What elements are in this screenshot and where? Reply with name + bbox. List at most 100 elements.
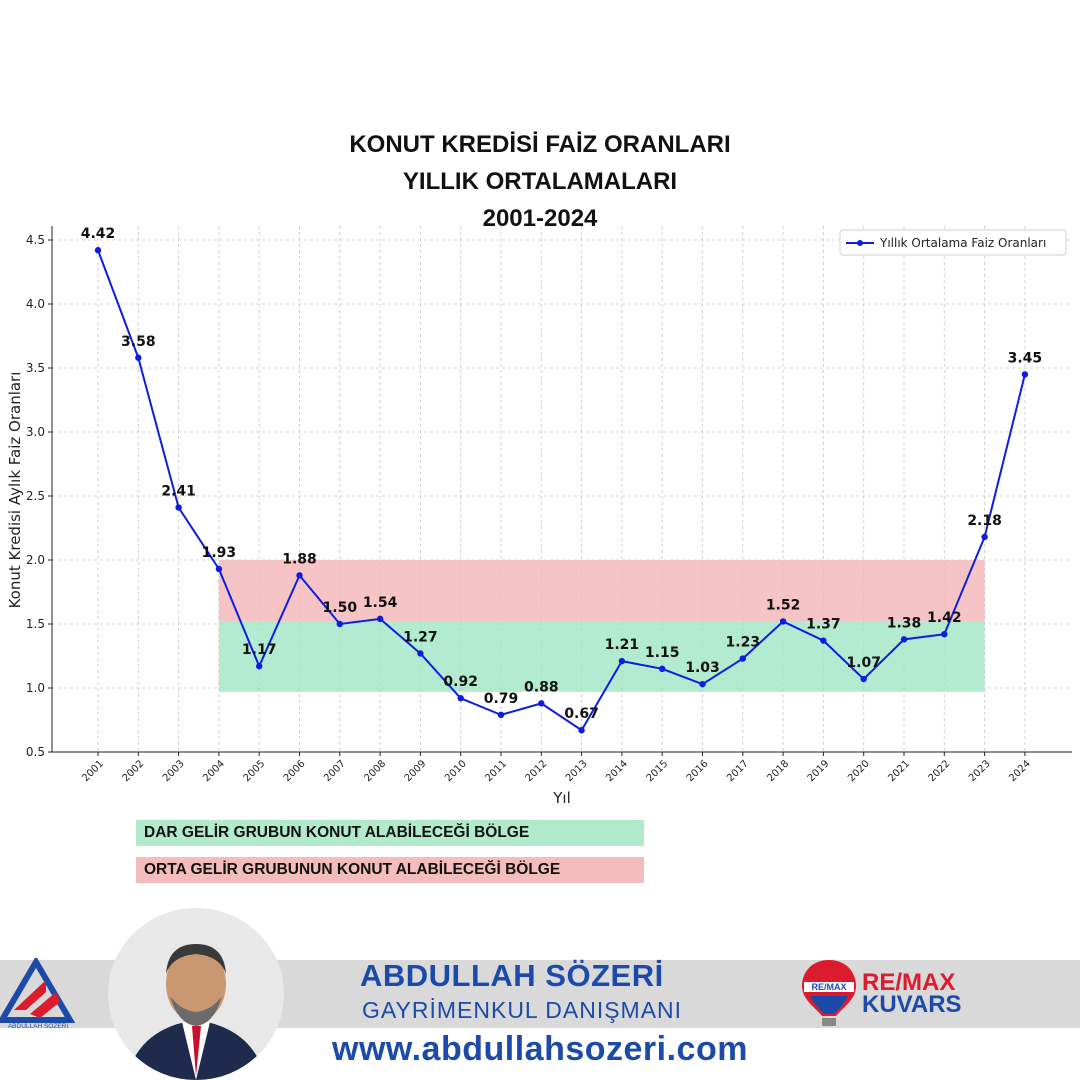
data-label: 1.17: [242, 642, 277, 658]
data-point: [457, 695, 464, 702]
data-label: 1.21: [605, 637, 640, 653]
x-tick-label: 2003: [161, 758, 187, 784]
data-label: 0.92: [443, 674, 478, 690]
legend-frame: [839, 229, 1067, 256]
advisor-job-title: GAYRİMENKUL DANIŞMANI: [362, 997, 683, 1023]
data-point: [417, 650, 424, 657]
data-point: [981, 533, 988, 541]
svg-text:ABDULLAH SÖZERİ: ABDULLAH SÖZERİ: [8, 1021, 69, 1030]
website-link[interactable]: www.abdullahsozeri.com: [332, 1030, 748, 1068]
x-tick-label: 2007: [322, 758, 348, 784]
y-tick-label: 4.5: [26, 233, 45, 247]
x-tick-label: 2024: [1007, 758, 1033, 784]
data-label: 1.37: [806, 617, 841, 633]
data-label: 1.54: [363, 595, 398, 611]
x-tick-label: 2022: [927, 758, 953, 784]
data-point: [175, 504, 182, 511]
chart-title: KONUT KREDİSİ FAİZ ORANLARI YILLIK ORTAL…: [0, 126, 1080, 237]
data-label: 1.27: [403, 629, 438, 645]
x-tick-label: 2021: [886, 758, 912, 784]
data-labels: 4.42 3.58 2.41 1.93 1.17 1.88 1.50 1.54 1.27 0.92…: [81, 226, 1042, 722]
x-tick-label: 2004: [201, 758, 227, 784]
data-label: 1.50: [323, 600, 358, 616]
title-line-1: KONUT KREDİSİ FAİZ ORANLARI: [349, 131, 731, 158]
x-tick-label: 2015: [645, 758, 671, 784]
x-tick-label: 2001: [80, 758, 106, 784]
legend: Yıllık Ortalama Faiz Oranları: [839, 229, 1067, 256]
red-band: [218, 560, 985, 622]
data-point: [497, 711, 505, 719]
advisor-name: ABDULLAH SÖZERİ: [360, 958, 664, 993]
x-tick-label: 2012: [524, 758, 550, 784]
data-point: [336, 620, 343, 628]
x-tick-label: 2009: [403, 758, 429, 784]
data-label: 1.88: [282, 551, 317, 567]
svg-text:RE/MAX: RE/MAX: [811, 982, 846, 992]
x-tick-label: 2016: [685, 758, 711, 784]
x-tick-label: 2020: [846, 758, 872, 784]
x-tick-label: 2002: [121, 758, 147, 784]
data-label: 1.38: [887, 615, 922, 631]
x-tick-label: 2008: [362, 758, 388, 784]
x-tick-label: 2011: [483, 758, 509, 784]
x-tick-label: 2023: [967, 758, 993, 784]
x-tick-label: 2005: [242, 758, 268, 784]
data-label: 1.93: [202, 545, 237, 561]
x-tick-label: 2010: [443, 758, 469, 784]
data-label: 3.58: [121, 334, 156, 350]
data-label: 0.88: [524, 679, 559, 695]
data-label: 1.07: [846, 655, 881, 671]
data-label: 1.15: [645, 645, 680, 661]
data-label: 3.45: [1008, 350, 1043, 366]
data-label: 1.23: [726, 635, 761, 651]
data-point: [739, 655, 746, 662]
y-tick-label: 3.5: [26, 361, 45, 375]
data-label: 1.52: [766, 597, 801, 613]
data-point: [135, 354, 142, 361]
x-tick-label: 2014: [604, 758, 630, 784]
remax-line-2: KUVARS: [862, 991, 962, 1018]
remax-logo-text: RE/MAX KUVARS: [862, 969, 962, 1018]
data-point: [94, 247, 102, 254]
x-tick-label: 2017: [725, 758, 751, 784]
data-point: [296, 572, 303, 579]
x-tick-label: 2019: [806, 758, 832, 784]
legend-label: Yıllık Ortalama Faiz Oranları: [879, 236, 1046, 250]
data-label: 0.67: [564, 706, 599, 722]
red-band-legend: ORTA GELİR GRUBUNUN KONUT ALABİLECEĞİ BÖ…: [136, 857, 644, 883]
data-point: [1021, 371, 1029, 378]
data-point: [900, 636, 908, 643]
data-point: [578, 727, 585, 734]
brand-logo: ABDULLAH SÖZERİ: [0, 958, 76, 1030]
y-tick-label: 1.5: [26, 617, 45, 631]
data-point: [618, 657, 626, 665]
legend-marker: [857, 240, 863, 246]
x-tick-label: 2006: [282, 758, 308, 784]
title-line-2: YILLIK ORTALAMALARI: [402, 168, 678, 195]
legend-box: Yıllık Ortalama Faiz Oranları: [839, 229, 1067, 256]
data-point: [699, 680, 706, 688]
data-label: 2.41: [161, 484, 196, 500]
data-point: [860, 675, 867, 683]
data-point: [256, 663, 263, 670]
data-label: 4.42: [81, 226, 116, 242]
y-tick-label: 4.0: [26, 297, 45, 311]
data-label: 0.79: [484, 691, 519, 707]
bands: [218, 560, 985, 692]
y-tick-label: 2.0: [26, 553, 45, 567]
data-point: [941, 631, 948, 638]
green-band-legend: DAR GELİR GRUBUN KONUT ALABİLECEĞİ BÖLGE: [136, 820, 644, 846]
chart: 0.5 1.0 1.5 2.0 2.5 3.0 3.5 4.0 4.5 2001 2002 2003 2…: [6, 226, 1072, 807]
title-line-3: 2001-2024: [482, 205, 598, 232]
data-point: [376, 615, 384, 623]
data-label: 1.42: [927, 610, 962, 626]
series-line: [97, 249, 1026, 732]
remax-line-1: RE/MAX: [862, 969, 956, 996]
x-axis-label: Yıl: [552, 789, 571, 807]
data-point: [779, 618, 787, 625]
y-tick-label: 3.0: [26, 425, 45, 439]
data-point: [820, 637, 827, 644]
y-tick-label: 2.5: [26, 489, 45, 503]
x-tick-label: 2018: [765, 758, 791, 784]
y-axis-label: Konut Kredisi Aylık Faiz Oranları: [6, 372, 24, 609]
